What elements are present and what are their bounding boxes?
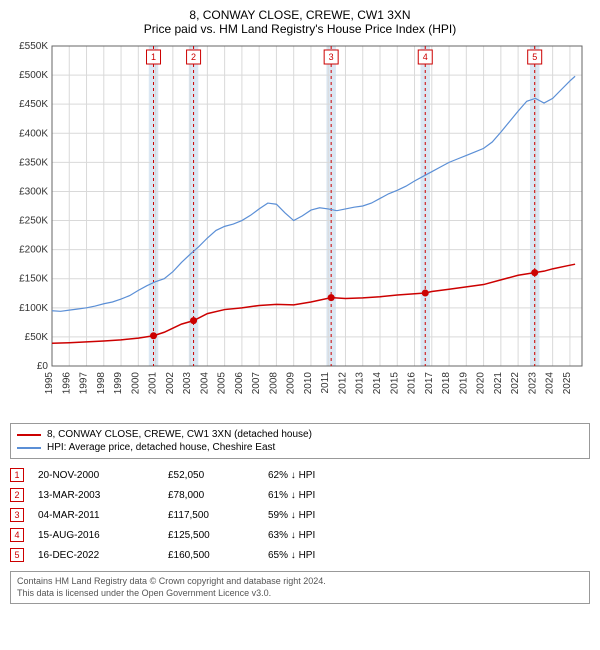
transaction-price: £78,000 (168, 490, 268, 501)
legend-item: 8, CONWAY CLOSE, CREWE, CW1 3XN (detache… (17, 428, 583, 441)
svg-text:1995: 1995 (44, 372, 55, 395)
svg-text:£250K: £250K (19, 216, 48, 227)
svg-text:2021: 2021 (493, 372, 504, 395)
svg-text:2012: 2012 (337, 372, 348, 395)
svg-text:2: 2 (191, 52, 196, 62)
svg-text:£200K: £200K (19, 245, 48, 256)
svg-text:2005: 2005 (217, 372, 228, 395)
transaction-delta: 65% ↓ HPI (268, 550, 388, 561)
svg-text:2001: 2001 (148, 372, 159, 395)
transaction-date: 04-MAR-2011 (38, 510, 168, 521)
svg-text:£150K: £150K (19, 274, 48, 285)
transaction-date: 13-MAR-2003 (38, 490, 168, 501)
legend-panel: 8, CONWAY CLOSE, CREWE, CW1 3XN (detache… (10, 423, 590, 459)
svg-text:£350K: £350K (19, 157, 48, 168)
transaction-marker: 3 (10, 508, 24, 522)
transaction-date: 15-AUG-2016 (38, 530, 168, 541)
svg-text:1: 1 (151, 52, 156, 62)
svg-text:2004: 2004 (199, 372, 210, 395)
legend-swatch (17, 447, 41, 449)
svg-text:1997: 1997 (79, 372, 90, 395)
transaction-marker: 1 (10, 468, 24, 482)
title-subtitle: Price paid vs. HM Land Registry's House … (8, 22, 592, 36)
svg-text:1999: 1999 (113, 372, 124, 395)
svg-text:2002: 2002 (165, 372, 176, 395)
svg-text:2010: 2010 (303, 372, 314, 395)
svg-text:2023: 2023 (527, 372, 538, 395)
svg-text:1996: 1996 (61, 372, 72, 395)
transaction-date: 16-DEC-2022 (38, 550, 168, 561)
transaction-row: 3 04-MAR-2011£117,50059% ↓ HPI (10, 505, 590, 525)
svg-text:2006: 2006 (234, 372, 245, 395)
svg-text:2017: 2017 (424, 372, 435, 395)
svg-text:2007: 2007 (251, 372, 262, 395)
svg-text:3: 3 (329, 52, 334, 62)
transaction-marker: 5 (10, 548, 24, 562)
svg-text:£450K: £450K (19, 99, 48, 110)
svg-text:2016: 2016 (407, 372, 418, 395)
svg-text:2000: 2000 (130, 372, 141, 395)
svg-text:2015: 2015 (389, 372, 400, 395)
footer-line-2: This data is licensed under the Open Gov… (17, 588, 583, 600)
svg-text:£550K: £550K (19, 41, 48, 52)
legend-item: HPI: Average price, detached house, Ches… (17, 441, 583, 454)
chart-container: £0 £50K £100K £150K £200K £250K £300K £350K £400… (8, 40, 592, 415)
transaction-row: 4 15-AUG-2016£125,50063% ↓ HPI (10, 525, 590, 545)
legend-swatch (17, 434, 41, 436)
footer-attribution: Contains HM Land Registry data © Crown c… (10, 571, 590, 604)
transaction-delta: 61% ↓ HPI (268, 490, 388, 501)
transaction-delta: 59% ↓ HPI (268, 510, 388, 521)
transaction-price: £125,500 (168, 530, 268, 541)
svg-text:£500K: £500K (19, 70, 48, 81)
title-address: 8, CONWAY CLOSE, CREWE, CW1 3XN (8, 8, 592, 22)
legend-label: 8, CONWAY CLOSE, CREWE, CW1 3XN (detache… (47, 429, 312, 440)
svg-text:2024: 2024 (545, 372, 556, 395)
svg-text:£0: £0 (37, 361, 49, 372)
svg-text:2011: 2011 (320, 372, 331, 394)
svg-text:2003: 2003 (182, 372, 193, 395)
svg-text:2020: 2020 (476, 372, 487, 395)
svg-text:£400K: £400K (19, 128, 48, 139)
transaction-marker: 4 (10, 528, 24, 542)
svg-text:1998: 1998 (96, 372, 107, 395)
transaction-row: 5 16-DEC-2022£160,50065% ↓ HPI (10, 545, 590, 565)
svg-text:£100K: £100K (19, 303, 48, 314)
legend-label: HPI: Average price, detached house, Ches… (47, 442, 275, 453)
svg-text:2025: 2025 (562, 372, 573, 395)
transaction-price: £160,500 (168, 550, 268, 561)
svg-text:2013: 2013 (355, 372, 366, 395)
transaction-row: 2 13-MAR-2003£78,00061% ↓ HPI (10, 485, 590, 505)
price-chart: £0 £50K £100K £150K £200K £250K £300K £350K £400… (8, 40, 588, 410)
svg-text:£300K: £300K (19, 186, 48, 197)
footer-line-1: Contains HM Land Registry data © Crown c… (17, 576, 583, 588)
svg-text:5: 5 (532, 52, 537, 62)
transaction-row: 1 20-NOV-2000£52,05062% ↓ HPI (10, 465, 590, 485)
svg-text:£50K: £50K (25, 332, 49, 343)
transaction-table: 1 20-NOV-2000£52,05062% ↓ HPI 2 13-MAR-2003… (10, 465, 590, 565)
svg-text:2009: 2009 (286, 372, 297, 395)
svg-text:2008: 2008 (268, 372, 279, 395)
title-block: 8, CONWAY CLOSE, CREWE, CW1 3XN Price pa… (8, 8, 592, 36)
transaction-price: £52,050 (168, 470, 268, 481)
svg-text:4: 4 (423, 52, 428, 62)
svg-text:2019: 2019 (458, 372, 469, 395)
transaction-marker: 2 (10, 488, 24, 502)
svg-text:2014: 2014 (372, 372, 383, 395)
transaction-date: 20-NOV-2000 (38, 470, 168, 481)
transaction-delta: 62% ↓ HPI (268, 470, 388, 481)
transaction-delta: 63% ↓ HPI (268, 530, 388, 541)
svg-text:2022: 2022 (510, 372, 521, 395)
transaction-price: £117,500 (168, 510, 268, 521)
svg-text:2018: 2018 (441, 372, 452, 395)
